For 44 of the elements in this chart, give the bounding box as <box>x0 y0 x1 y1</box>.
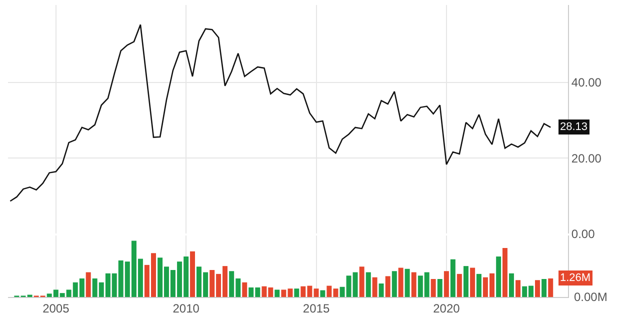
bar <box>372 277 378 297</box>
bar <box>463 266 468 297</box>
bar <box>508 273 514 297</box>
bar <box>548 278 554 297</box>
bar <box>86 272 91 297</box>
bar <box>359 266 364 297</box>
y-tick-label: 40.00 <box>571 76 602 90</box>
bar <box>444 271 449 297</box>
bar <box>392 271 397 297</box>
x-tick-label: 2005 <box>42 301 70 316</box>
bar <box>190 251 195 297</box>
x-tick-label: 2015 <box>302 301 330 316</box>
y-tick-label: 0.00 <box>571 226 596 241</box>
bar <box>385 276 390 297</box>
bar <box>534 280 540 297</box>
x-tick-label: 2010 <box>172 301 200 316</box>
bar <box>366 272 371 297</box>
data-label: 28.13 <box>560 121 588 133</box>
x-tick-label: 2020 <box>433 301 460 316</box>
bar <box>398 268 404 297</box>
bar <box>288 288 293 297</box>
bar <box>430 279 436 297</box>
bar <box>404 268 410 297</box>
bar <box>294 288 300 297</box>
text: 0.00M <box>574 290 608 304</box>
bar <box>496 256 502 297</box>
bar <box>516 280 521 297</box>
bar <box>476 274 482 297</box>
line-series <box>10 24 552 202</box>
bar <box>542 279 547 297</box>
bar <box>456 274 462 297</box>
bar <box>470 268 476 297</box>
bar <box>242 282 248 297</box>
bar <box>378 284 384 297</box>
bar <box>320 290 326 297</box>
y-tick-label: 20.00 <box>571 151 602 166</box>
bar <box>450 259 456 297</box>
bar <box>281 290 286 297</box>
bar <box>437 279 442 297</box>
bar <box>274 290 280 297</box>
bar <box>314 288 319 297</box>
bar <box>411 272 416 297</box>
bar <box>502 248 508 297</box>
annotation: 1.26M <box>560 272 591 284</box>
